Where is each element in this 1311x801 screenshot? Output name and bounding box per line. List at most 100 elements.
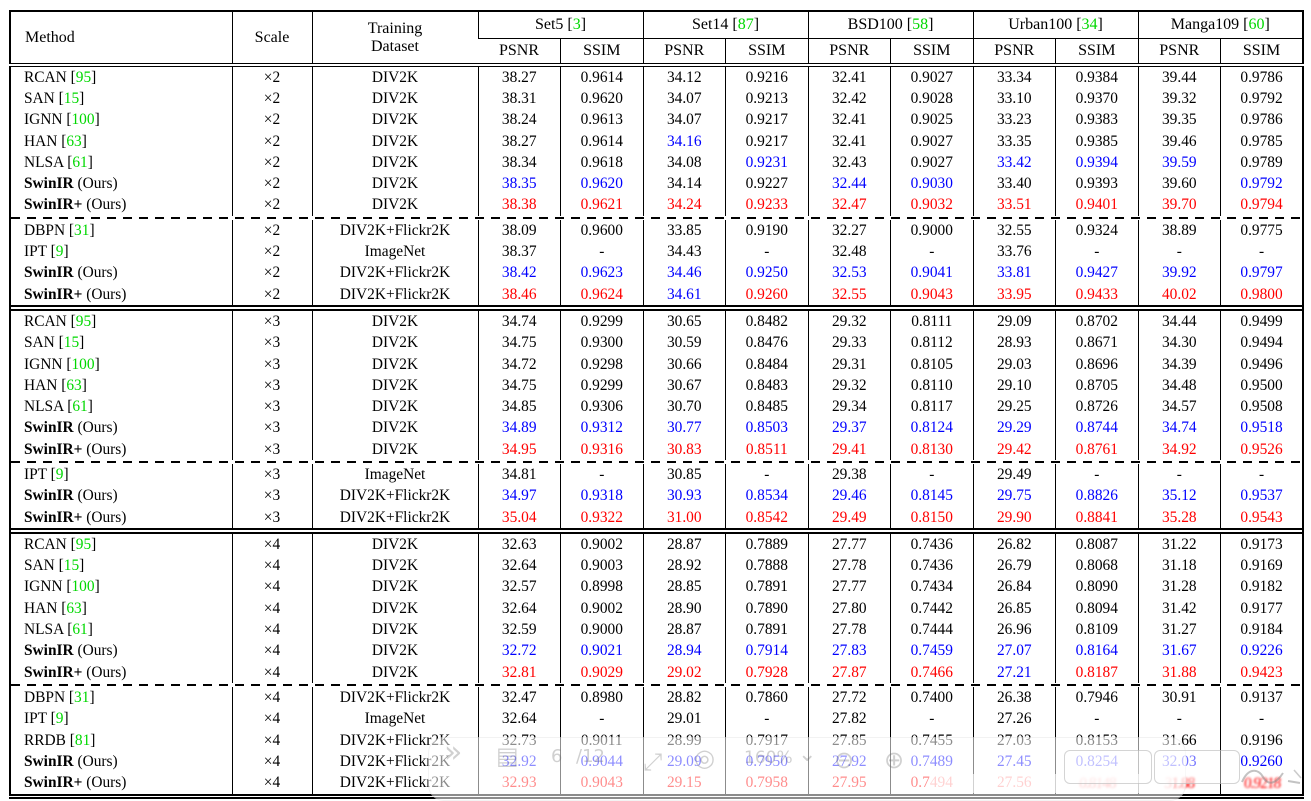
value-cell: 0.7400 [890,687,974,709]
col-header-method: Method [25,28,75,46]
value-cell: 0.8702 [1055,310,1139,333]
value-cell: 0.9196 [1220,729,1304,752]
method-name: RRDB [24,731,66,749]
value-cell: 0.9423 [1220,662,1304,684]
citation-number: 95 [75,535,92,553]
value-cell: 0.9620 [560,88,644,110]
method-name: RCAN [24,68,67,86]
value-cell: 34.07 [642,88,726,110]
value-cell: - [725,464,809,486]
training-dataset-cell: DIV2K [311,332,478,354]
value-cell: 29.41 [807,439,891,461]
value-cell: 0.8254 [1055,751,1139,773]
table-row: HAN [63] ×3 DIV2K 34.75 0.9299 30.67 0.8483 29.… [10,375,1304,397]
value-cell: 32.92 [477,751,561,773]
table-row: SwinIR (Ours) ×4 DIV2K+Flickr2K 32.92 0.9044… [10,751,1304,773]
value-cell: 27.45 [972,751,1056,773]
value-cell: 29.37 [807,417,891,440]
value-cell: 0.8696 [1055,353,1139,376]
training-dataset-cell: DIV2K [311,353,478,376]
value-cell: 26.84 [972,576,1056,599]
value-cell: 28.93 [972,332,1056,354]
value-cell: 0.9233 [725,194,809,217]
value-cell: 29.33 [807,332,891,354]
value-cell: 27.85 [807,729,891,752]
value-cell: 0.9518 [1220,417,1304,440]
value-cell: 33.95 [972,283,1056,307]
method-cell: RCAN [95] [24,535,97,553]
method-cell: SwinIR+ (Ours) [24,285,127,303]
value-cell: 28.87 [642,533,726,556]
scale-cell: ×4 [231,662,312,684]
scale-cell: ×4 [231,640,312,663]
dataset-header-urban100: Urban100 [34] [972,11,1139,39]
value-cell: 39.92 [1137,262,1221,284]
table-row: NLSA [61] ×4 DIV2K 32.59 0.9000 28.87 0.7891 27… [10,619,1304,641]
method-cell: IGNN [100] [24,578,100,596]
method-cell: IGNN [100] [24,355,100,373]
training-line2: Dataset [371,37,419,55]
value-cell: 0.7436 [890,533,974,556]
table-row: SAN [15] ×3 DIV2K 34.75 0.9300 30.59 0.8476 29.… [10,332,1304,354]
method-cell: IGNN [100] [24,111,100,129]
method-cell: IPT [9] [24,243,69,261]
value-cell: 32.44 [807,173,891,195]
value-cell: - [1137,708,1221,730]
value-cell: 29.03 [972,353,1056,376]
method-name: SAN [24,557,55,575]
value-cell: 28.92 [642,555,726,577]
value-cell: 32.43 [807,152,891,174]
value-cell: 0.9300 [560,332,644,354]
metric-header: SSIM [1055,38,1139,65]
value-cell: 32.03 [1137,751,1221,773]
value-cell: 0.9260 [1220,751,1304,773]
value-cell: 0.9494 [1220,332,1304,354]
value-cell: 0.7489 [890,751,974,773]
method-name: DBPN [24,221,66,239]
scale-cell: ×3 [231,506,312,530]
scale-cell: ×4 [231,708,312,730]
training-line1: Training [367,20,423,38]
value-cell: 29.34 [807,396,891,418]
method-cell: HAN [63] [24,599,87,617]
value-cell: 0.7914 [725,640,809,663]
citation-number: 60 [1248,15,1265,33]
value-cell: 29.32 [807,375,891,397]
method-name: IPT [24,710,47,728]
value-cell: 34.12 [642,65,726,89]
value-cell: 27.78 [807,619,891,641]
method-name: SwinIR [24,419,74,437]
table-row: RRDB [81] ×4 DIV2K+Flickr2K 32.73 0.9011 28.9… [10,729,1304,752]
value-cell: 31.67 [1137,640,1221,663]
value-cell: 0.7950 [725,751,809,773]
value-cell: 0.9394 [1055,152,1139,174]
value-cell: 38.31 [477,88,561,110]
value-cell: 0.9173 [1220,533,1304,556]
value-cell: 0.8153 [1055,729,1139,752]
value-cell: 34.24 [642,194,726,217]
training-dataset-cell: DIV2K+Flickr2K [311,772,478,797]
scale-cell: ×2 [231,130,312,153]
value-cell: 0.9786 [1220,109,1304,131]
value-cell: 28.87 [642,619,726,641]
training-dataset-cell: DIV2K [311,662,478,684]
scale-cell: ×4 [231,555,312,577]
value-cell: 0.9496 [1220,353,1304,376]
citation-number: 15 [63,557,80,575]
training-dataset-cell: DIV2K [311,65,478,89]
value-cell: 31.88 [1137,772,1222,797]
training-dataset-cell: ImageNet [311,708,478,730]
value-cell: 0.9250 [725,262,809,284]
value-cell: 0.8111 [890,310,974,333]
value-cell: 0.9043 [560,772,644,797]
value-cell: 27.03 [972,729,1056,752]
value-cell: 34.08 [642,152,726,174]
value-cell: 0.9003 [560,555,644,577]
table-row: IPT [9] ×4 ImageNet 32.64-29.01-27.82-27.26… [10,708,1304,730]
value-cell: 34.16 [642,130,726,153]
scale-cell: ×4 [231,576,312,599]
table-row: RCAN [95] ×4 DIV2K 32.63 0.9002 28.87 0.7889 27… [10,533,1304,556]
value-cell: 34.74 [477,310,561,333]
scale-cell: ×4 [231,533,312,556]
value-cell: 27.26 [972,708,1056,730]
